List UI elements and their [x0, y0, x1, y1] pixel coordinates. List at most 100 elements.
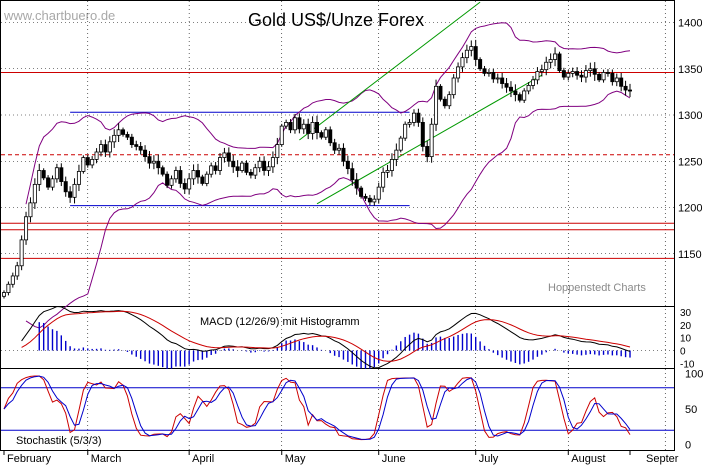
candle-body [240, 162, 245, 171]
stochastic-tick-label: 100 [685, 369, 703, 381]
candle-body [619, 77, 624, 87]
candle-body [319, 132, 324, 138]
candle-body [50, 178, 55, 188]
macd-series [1, 305, 674, 370]
candle-body [81, 157, 86, 172]
candle-body [288, 122, 293, 131]
x-month-label: April [192, 453, 214, 465]
candle-body [28, 202, 33, 218]
candle-body [486, 72, 491, 74]
trend-channel-lower [316, 74, 543, 205]
stochastic-series [1, 375, 674, 441]
candle-body [500, 77, 505, 84]
x-month-label: February [7, 453, 52, 465]
candle-body [570, 71, 575, 74]
watermark: www.chartbuero.de [3, 8, 115, 23]
candle-body [597, 73, 602, 81]
candle-body [182, 183, 187, 190]
candle-body [107, 141, 112, 153]
candle-body [628, 89, 633, 92]
bollinger-lower [25, 90, 631, 329]
candle-body [173, 170, 178, 180]
candle-body [165, 173, 170, 186]
candle-body [98, 144, 103, 153]
candle-body [63, 181, 68, 193]
candle-body [522, 90, 527, 101]
candle-body [407, 122, 412, 125]
candle-body [394, 149, 399, 160]
chart-title: Gold US$/Unze Forex [248, 10, 424, 30]
candle-body [583, 70, 588, 78]
candle-body [129, 136, 134, 145]
x-month-label: August [571, 453, 605, 465]
candle-body [544, 61, 549, 71]
x-month-label: Septer [646, 453, 679, 465]
candle-body [416, 112, 421, 123]
candle-body [301, 123, 306, 130]
candle-body [601, 72, 606, 81]
candle-body [376, 186, 381, 200]
candle-body [588, 68, 593, 71]
candle-body [90, 158, 95, 166]
candle-body [411, 112, 416, 123]
candle-body [292, 117, 297, 131]
candle-body [72, 183, 77, 198]
candle-body [495, 77, 500, 80]
x-month-label: March [91, 453, 122, 465]
candle-body [156, 160, 161, 169]
macd-tick-label: -10 [680, 359, 695, 370]
stochastic-d-line [3, 375, 631, 440]
candle-body [235, 166, 240, 171]
candle-body [151, 160, 156, 164]
stochastic-tick-label: 0 [685, 439, 691, 451]
candle-body [121, 129, 126, 135]
candle-body [592, 68, 597, 75]
candle-body [434, 85, 439, 125]
stochastic-label: Stochastik (5/3/3) [16, 435, 102, 447]
trend-channel-upper [299, 1, 481, 141]
x-month-labels: February March April May June July August Septe… [3, 450, 679, 465]
candle-body [257, 160, 262, 169]
candle-body [447, 94, 452, 107]
candle-body [244, 162, 249, 173]
candle-body [341, 147, 346, 162]
price-tick-label: 1350 [678, 64, 702, 76]
horizontal-lines [1, 71, 674, 259]
x-month-label: June [382, 453, 406, 465]
candle-body [473, 46, 478, 60]
candle-body [59, 167, 64, 183]
candle-body [262, 160, 267, 171]
candle-body [469, 46, 474, 51]
macd-label: MACD (12/26/9) mit Histogramm [200, 316, 360, 328]
candle-body [350, 168, 355, 181]
candle-body [328, 129, 333, 144]
candle-body [46, 177, 51, 188]
candle-body [425, 146, 430, 158]
price-tick-label: 1300 [678, 110, 702, 122]
source-credit: Hoppenstedt Charts [548, 282, 646, 294]
candle-body [605, 72, 610, 74]
candle-body [266, 166, 271, 171]
candle-body [456, 66, 461, 79]
candle-body [310, 122, 315, 134]
candle-body [451, 77, 456, 96]
candle-body [297, 117, 302, 130]
candle-body [429, 123, 434, 158]
candle-body [195, 170, 200, 178]
candle-body [138, 146, 143, 151]
candle-body [37, 170, 42, 185]
candle-body [539, 69, 544, 72]
candle-body [460, 57, 465, 68]
candle-body [359, 187, 364, 197]
candle-body [332, 142, 337, 151]
candle-body [103, 144, 108, 153]
candle-body [367, 197, 372, 203]
candle-body [187, 178, 192, 190]
candle-body [231, 160, 236, 168]
candle-body [213, 165, 218, 171]
candle-body [526, 85, 531, 92]
trend-channel [299, 1, 543, 205]
candle-body [508, 86, 513, 92]
candle-body [575, 71, 580, 76]
candle-body [389, 158, 394, 171]
